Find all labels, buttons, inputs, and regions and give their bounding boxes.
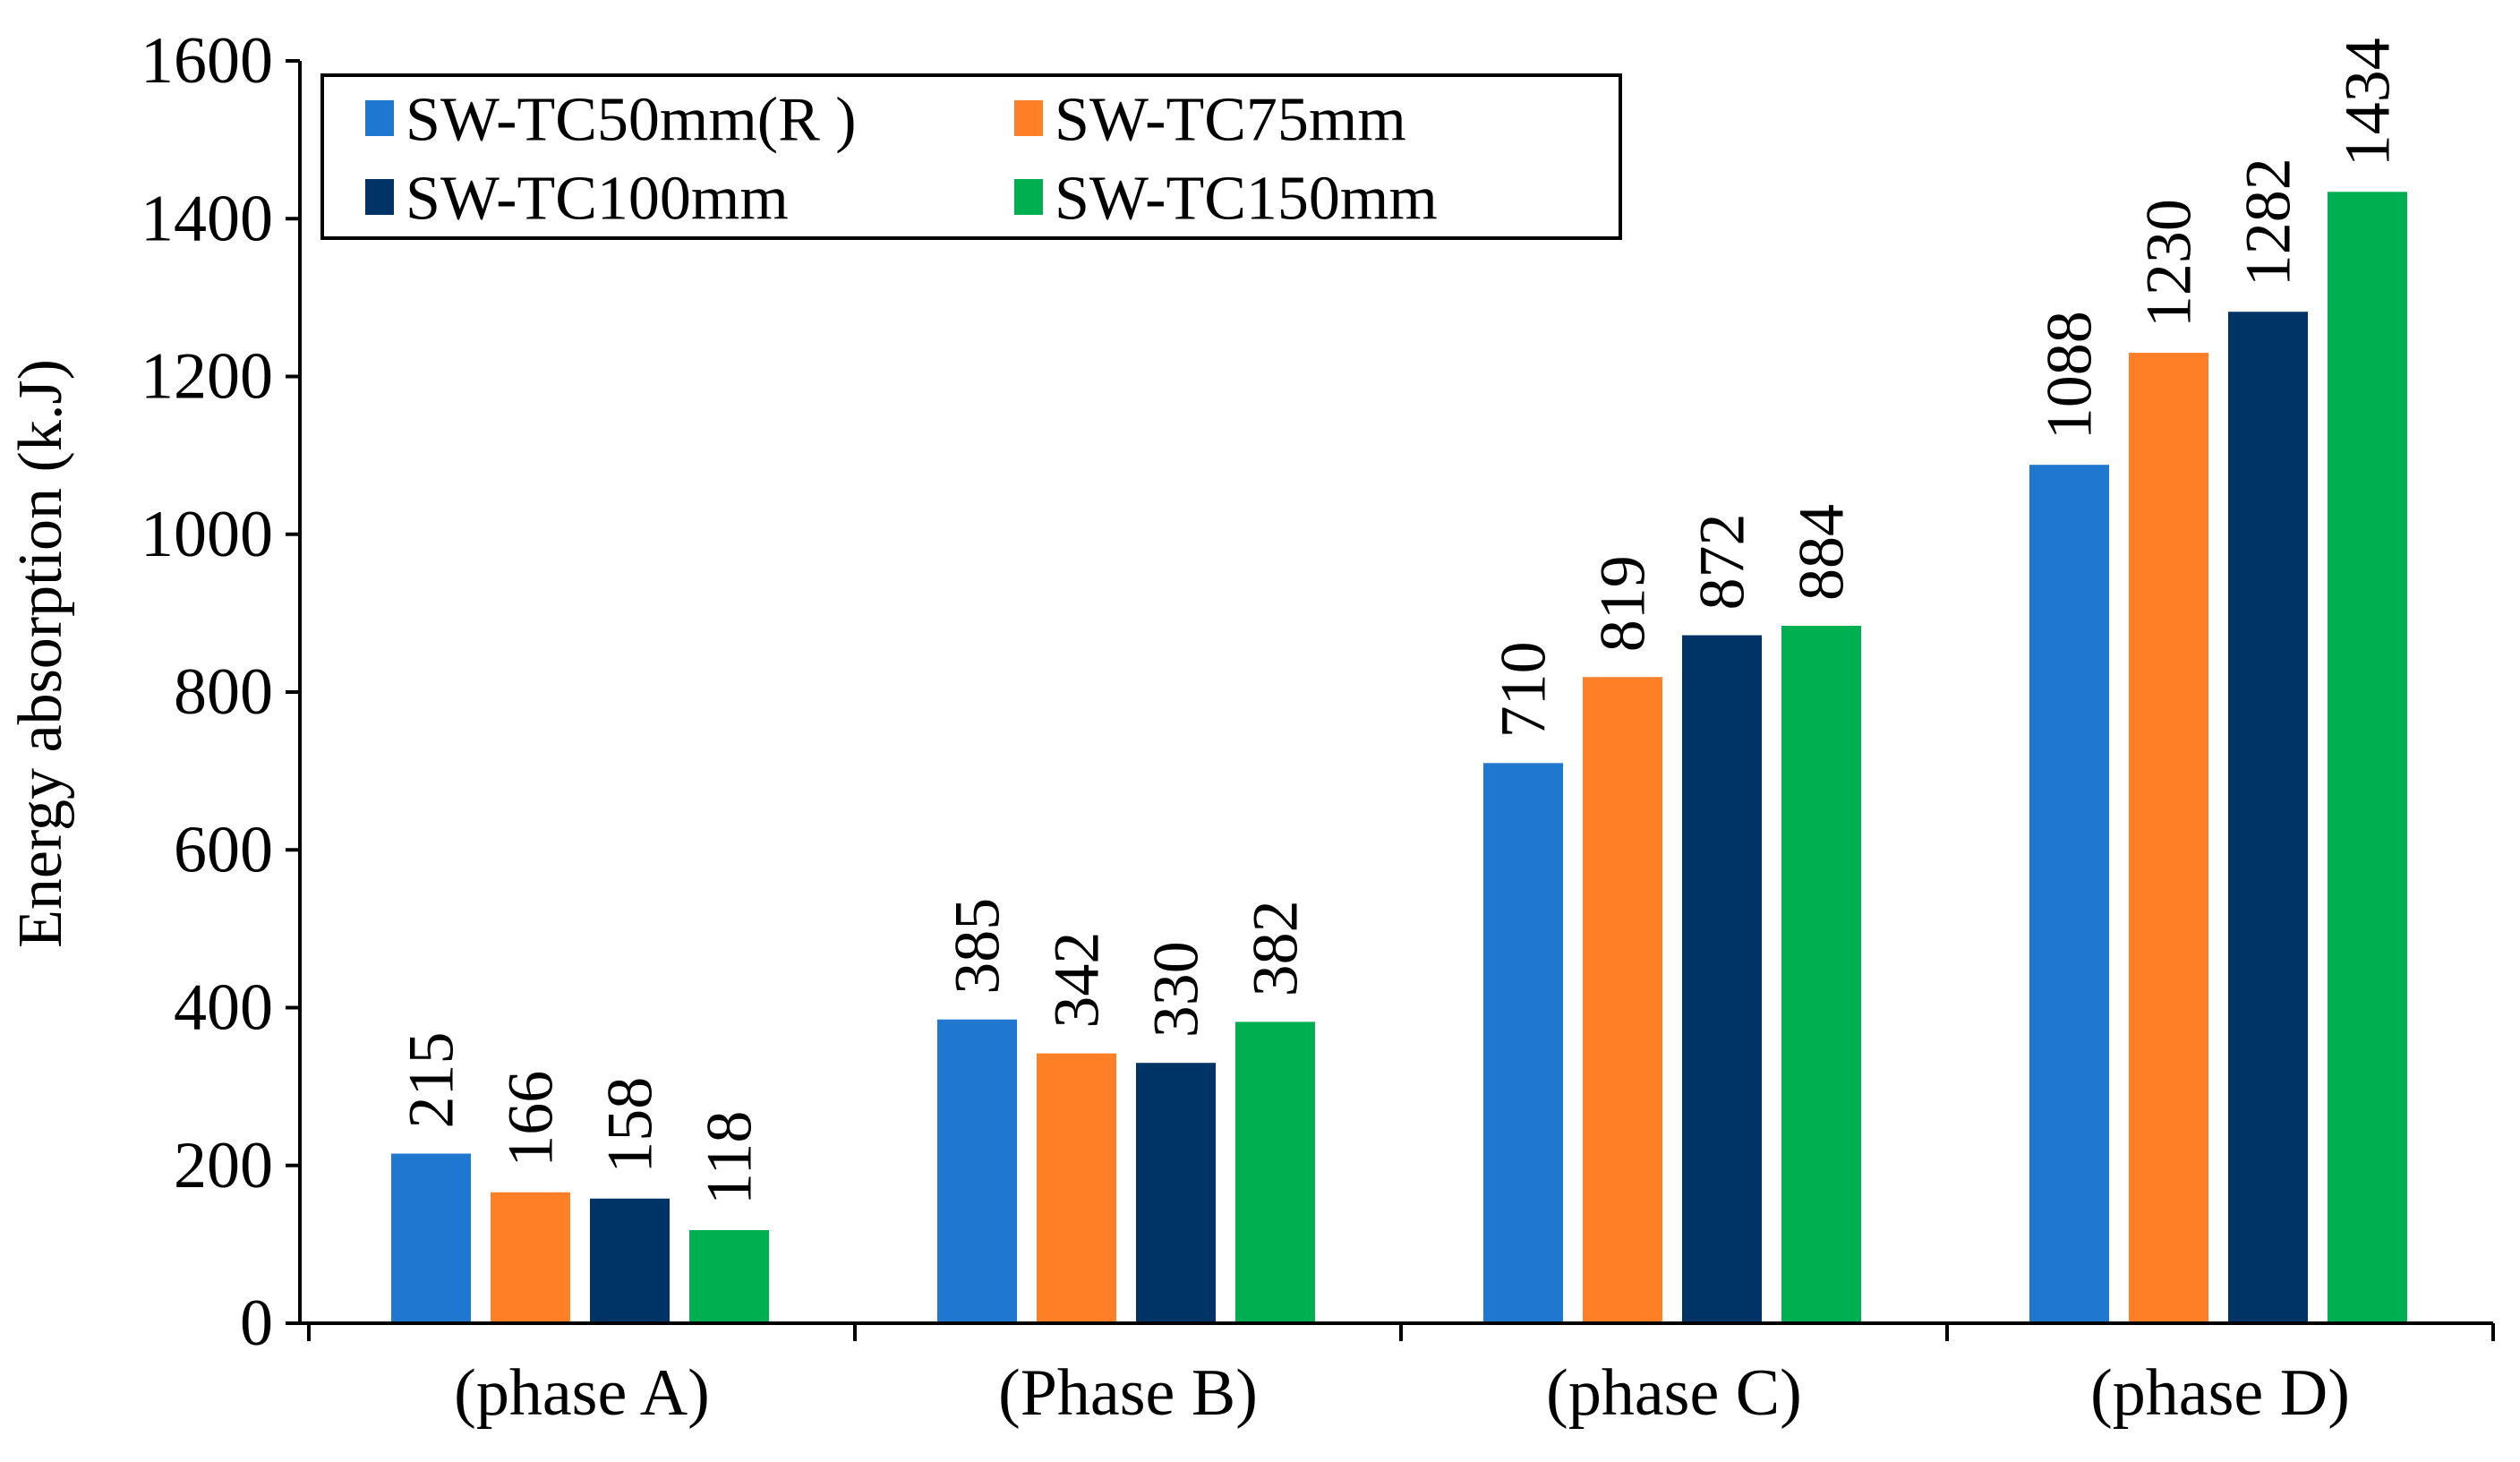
bar-4-2 — [1235, 1022, 1315, 1323]
legend-swatch-4 — [1014, 179, 1043, 215]
legend: SW-TC50mm(R ) SW-TC75mm SW-TC100mm SW-TC150… — [320, 73, 1622, 240]
bar-4-4 — [2328, 192, 2407, 1324]
y-tick-label-7: 1400 — [141, 182, 273, 255]
legend-swatch-2 — [1014, 100, 1043, 136]
x-tick-label-1: (phase A) — [454, 1356, 710, 1430]
bar-1-3 — [1483, 763, 1563, 1323]
y-tick-label-5: 1000 — [141, 498, 273, 571]
data-label-4-3: 884 — [1786, 504, 1858, 601]
data-label-1-3: 710 — [1488, 641, 1559, 738]
data-label-4-4: 1434 — [2332, 38, 2404, 167]
bar-3-4 — [2228, 312, 2308, 1323]
data-label-1-4: 1088 — [2034, 311, 2106, 440]
y-tick-label-8: 1600 — [141, 24, 273, 98]
data-label-4-2: 382 — [1240, 900, 1311, 996]
bar-2-3 — [1583, 677, 1662, 1323]
data-label-2-3: 819 — [1587, 555, 1659, 652]
bar-2-2 — [1037, 1053, 1116, 1323]
bar-3-1 — [590, 1198, 670, 1323]
y-tick-label-4: 800 — [174, 655, 273, 729]
data-label-2-1: 166 — [495, 1071, 567, 1167]
data-label-3-3: 872 — [1687, 514, 1758, 611]
data-label-3-1: 158 — [594, 1077, 666, 1174]
axes-layer: 0 200 400 600 800 1000 1200 1400 1600 (phase A) (P… — [141, 24, 2495, 1430]
y-tick-label-6: 1200 — [141, 340, 273, 414]
bar-2-4 — [2129, 353, 2208, 1323]
bar-4-3 — [1781, 625, 1861, 1323]
bars-layer — [391, 192, 2407, 1324]
legend-label-3: SW-TC100mm — [406, 165, 789, 234]
y-tick-label-1: 200 — [174, 1129, 273, 1202]
y-tick-label-2: 400 — [174, 971, 273, 1045]
x-tick-label-4: (phase D) — [2090, 1356, 2350, 1430]
legend-swatch-3 — [365, 179, 394, 215]
bar-4-1 — [689, 1230, 769, 1323]
x-tick-label-3: (phase C) — [1546, 1356, 1802, 1430]
data-label-4-1: 118 — [694, 1111, 765, 1205]
legend-swatch-1 — [365, 100, 394, 136]
y-axis-title: Energy absorption (k.J) — [6, 359, 75, 948]
data-label-2-2: 342 — [1041, 932, 1113, 1029]
bar-3-3 — [1682, 635, 1762, 1323]
data-label-1-2: 385 — [942, 898, 1013, 995]
data-labels-layer: 215 385 710 1088 166 342 819 1230 158 330 872 1282 1… — [396, 38, 2404, 1205]
x-tick-label-2: (Phase B) — [998, 1356, 1258, 1430]
bar-2-1 — [491, 1192, 570, 1323]
legend-label-1: SW-TC50mm(R ) — [406, 86, 857, 155]
y-tick-label-3: 600 — [174, 813, 273, 886]
bar-1-4 — [2029, 465, 2109, 1323]
legend-label-2: SW-TC75mm — [1055, 86, 1406, 155]
data-label-2-4: 1230 — [2133, 199, 2205, 328]
bar-1-1 — [391, 1153, 471, 1323]
data-label-1-1: 215 — [396, 1032, 467, 1129]
bar-3-2 — [1136, 1063, 1216, 1323]
bar-1-2 — [937, 1019, 1017, 1323]
data-label-3-2: 330 — [1140, 941, 1212, 1038]
data-label-3-4: 1282 — [2233, 158, 2304, 286]
y-tick-label-0: 0 — [240, 1287, 273, 1360]
legend-box — [320, 73, 1622, 240]
legend-label-4: SW-TC150mm — [1055, 165, 1438, 234]
